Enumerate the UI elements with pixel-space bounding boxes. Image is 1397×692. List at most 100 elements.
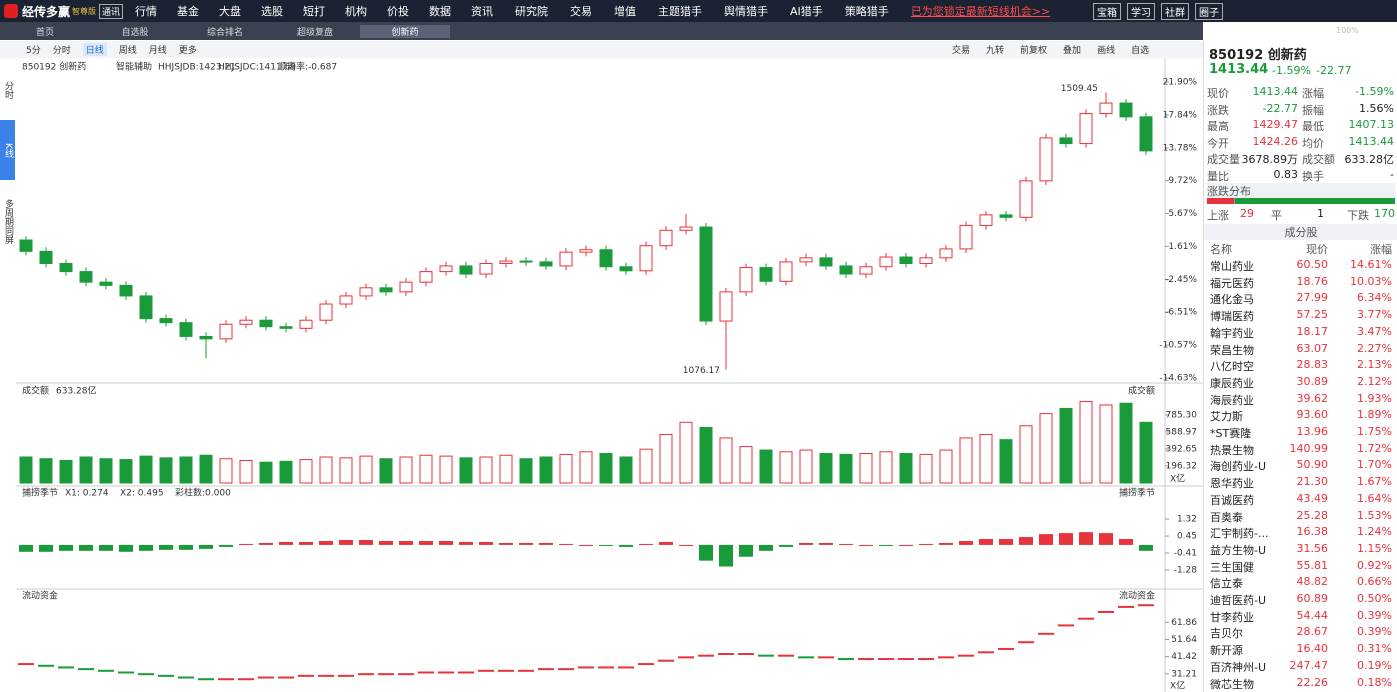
- stock-name[interactable]: 海创药业-U: [1210, 460, 1267, 474]
- kline-header: 顺离率:-0.687: [278, 61, 337, 73]
- stock-change: 1.64%: [1357, 491, 1392, 505]
- tab[interactable]: 自选股: [121, 27, 149, 38]
- period-button[interactable]: 5分: [26, 46, 41, 56]
- stock-name[interactable]: 艾力斯: [1210, 410, 1243, 424]
- stock-name[interactable]: 常山药业: [1210, 260, 1254, 273]
- field-label: 最高: [1207, 120, 1229, 133]
- tab[interactable]: 首页: [35, 27, 54, 38]
- menu-item[interactable]: 资讯: [471, 5, 494, 18]
- menu-item[interactable]: 大盘: [219, 5, 242, 18]
- stock-name[interactable]: 荣昌生物: [1210, 343, 1254, 357]
- volume-bar: [739, 446, 753, 484]
- logo-icon: [4, 4, 18, 18]
- stock-price: 18.17: [1296, 324, 1329, 338]
- menu-item[interactable]: 增值: [614, 5, 637, 18]
- stock-name[interactable]: 汇宇制药-...: [1210, 527, 1269, 541]
- stock-name[interactable]: 康辰药业: [1210, 376, 1254, 390]
- stock-name[interactable]: 翰宇药业: [1210, 326, 1254, 340]
- menu-item[interactable]: 短打: [303, 5, 326, 18]
- stock-name[interactable]: 恩华药业: [1210, 477, 1254, 491]
- tool-button[interactable]: 叠加: [1063, 46, 1082, 56]
- stock-name[interactable]: 百奥泰: [1210, 510, 1243, 524]
- stock-name[interactable]: 三生国健: [1210, 560, 1254, 574]
- period-button[interactable]: 日线: [82, 43, 107, 56]
- tool-button[interactable]: 自选: [1131, 46, 1150, 56]
- menu-item[interactable]: AI猎手: [790, 5, 823, 18]
- volume-bar: [639, 448, 653, 484]
- menu-button[interactable]: 宝箱: [1093, 3, 1121, 20]
- menu-button[interactable]: 社群: [1161, 3, 1189, 20]
- period-button[interactable]: 更多: [178, 46, 197, 56]
- stock-price: 60.89: [1296, 592, 1329, 605]
- stock-price: 39.62: [1296, 391, 1329, 405]
- stock-name[interactable]: 信立泰: [1210, 577, 1243, 591]
- period-button[interactable]: 月线: [148, 46, 167, 56]
- menu-button[interactable]: 圈子: [1195, 3, 1223, 20]
- menu-button[interactable]: 学习: [1127, 3, 1155, 20]
- tool-button[interactable]: 交易: [952, 46, 971, 56]
- stock-name[interactable]: 甘李药业: [1210, 610, 1254, 624]
- menu-item[interactable]: 机构: [345, 5, 368, 18]
- menu-item[interactable]: 数据: [429, 5, 452, 18]
- y-tick-label: 41.42: [1171, 652, 1197, 662]
- candle-body: [79, 271, 93, 283]
- stock-name[interactable]: 百济神州-U: [1210, 660, 1267, 674]
- menu-item[interactable]: 策略猎手: [844, 5, 889, 18]
- candle-body: [499, 260, 513, 265]
- menu-item[interactable]: 研究院: [515, 5, 549, 18]
- side-tab[interactable]: K线: [0, 120, 15, 180]
- menu-item[interactable]: 基金: [177, 5, 200, 18]
- indicator-bar: [899, 544, 913, 546]
- period-button[interactable]: 分时: [52, 46, 71, 56]
- menu-item[interactable]: 选股: [261, 5, 284, 18]
- menu-item[interactable]: 舆情猎手: [724, 5, 769, 18]
- stock-change: 6.34%: [1357, 291, 1392, 305]
- stock-name[interactable]: 博瑞医药: [1210, 310, 1254, 324]
- change: -22.77: [1316, 64, 1352, 77]
- menu-item[interactable]: 行情: [135, 5, 158, 18]
- indicator-label: X2: 0.495: [120, 489, 164, 499]
- candle-body: [1059, 137, 1073, 145]
- side-tab[interactable]: 分时: [3, 81, 13, 99]
- tab[interactable]: 超级复盘: [296, 27, 333, 38]
- volume-bar: [499, 454, 513, 484]
- stock-name[interactable]: 通化金马: [1210, 293, 1254, 307]
- stock-name[interactable]: 海辰药业: [1210, 393, 1254, 407]
- field-label: 均价: [1302, 136, 1324, 150]
- tool-button[interactable]: 九转: [986, 46, 1005, 56]
- stock-name[interactable]: 迪哲医药-U: [1210, 594, 1267, 607]
- stock-name[interactable]: 吉贝尔: [1210, 627, 1243, 641]
- toolbar: 5分 分时 日线 周线 月线 更多 交易 九转 前复权 叠加 画线 自选: [0, 41, 1203, 58]
- candle-body: [319, 303, 333, 321]
- indicator-bar: [319, 541, 333, 545]
- indicator-bar: [1059, 533, 1073, 545]
- tab[interactable]: 综合排名: [206, 27, 243, 38]
- menu-item[interactable]: 价投: [387, 5, 410, 18]
- stock-change: 2.27%: [1357, 341, 1392, 355]
- stock-name[interactable]: *ST赛隆: [1210, 427, 1252, 440]
- stock-name[interactable]: 益方生物-U: [1210, 543, 1267, 557]
- menu-item[interactable]: 交易: [570, 5, 593, 18]
- period-button[interactable]: 周线: [118, 46, 137, 56]
- indicator-bar: [499, 542, 513, 545]
- stock-name[interactable]: 八亿时空: [1210, 360, 1254, 374]
- stock-change: 14.61%: [1350, 258, 1392, 271]
- tab[interactable]: 创新药: [360, 24, 450, 38]
- stock-name[interactable]: 新开源: [1210, 644, 1243, 658]
- indicator-bar: [919, 543, 933, 545]
- indicator-bar: [419, 541, 433, 545]
- column-header: 涨幅: [1370, 243, 1392, 256]
- indicator-bar: [1019, 537, 1033, 545]
- tool-button[interactable]: 画线: [1097, 46, 1116, 56]
- side-tab[interactable]: 多周期同屏: [3, 198, 13, 244]
- stock-price: 140.99: [1289, 441, 1329, 455]
- stock-name[interactable]: 福元医药: [1210, 276, 1254, 290]
- stock-name[interactable]: 微芯生物: [1210, 677, 1254, 691]
- tool-button[interactable]: 前复权: [1020, 46, 1048, 56]
- promo[interactable]: 已为您锁定最新短线机会>>: [910, 5, 1051, 18]
- indicator-bar: [119, 544, 133, 552]
- menu-item[interactable]: 主题猎手: [658, 5, 703, 18]
- candle-body: [1139, 116, 1153, 152]
- stock-name[interactable]: 百诚医药: [1210, 493, 1254, 507]
- stock-name[interactable]: 热景生物: [1210, 443, 1254, 457]
